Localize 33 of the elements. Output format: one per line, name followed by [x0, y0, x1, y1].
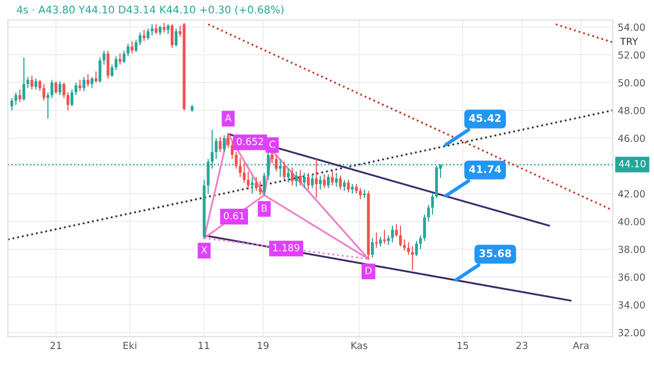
- annotation: C: [269, 140, 276, 148]
- annotation: 0.61: [224, 212, 244, 220]
- y-tick-label: 48.00: [618, 106, 645, 114]
- y-tick-label: 40.00: [618, 218, 645, 226]
- chart-title: 4s · A43.80 Y44.10 D43.14 K44.10 +0.30 (+0.68%): [16, 6, 284, 15]
- x-tick-label: Kas: [352, 342, 368, 350]
- x-tick-label: Ara: [572, 342, 588, 350]
- x-tick-label: 23: [516, 342, 528, 350]
- y-tick-label: 36.00: [618, 273, 645, 281]
- text: TRY: [620, 38, 638, 45]
- y-tick-label: 38.00: [618, 246, 645, 254]
- x-tick-label: 15: [458, 342, 468, 350]
- annotation: D: [366, 267, 372, 274]
- annotation: 45.42: [469, 114, 501, 122]
- annotation: B: [262, 204, 267, 212]
- annotation: 41.74: [469, 165, 502, 173]
- y-tick-label: 34.00: [618, 301, 645, 309]
- ref-line-label: 44.10: [618, 160, 646, 168]
- annotation: A: [224, 114, 232, 122]
- annotation: 35.68: [479, 249, 512, 258]
- y-tick-label: 32.00: [618, 329, 645, 336]
- annotation: X: [201, 246, 208, 254]
- y-tick-label: 50.00: [618, 79, 645, 86]
- annotation: 1.189: [273, 244, 300, 252]
- y-tick-label: 46.00: [618, 134, 645, 142]
- annotation: 0.652: [236, 138, 264, 146]
- x-tick-label: 11: [198, 342, 210, 349]
- x-tick-label: Eki: [124, 342, 136, 349]
- y-tick-label: 52.00: [618, 51, 645, 59]
- y-tick-label: 54.00: [618, 24, 645, 31]
- y-tick-label: 42.00: [618, 190, 645, 198]
- x-tick-label: 21: [50, 342, 62, 349]
- x-tick-label: 19: [258, 342, 269, 350]
